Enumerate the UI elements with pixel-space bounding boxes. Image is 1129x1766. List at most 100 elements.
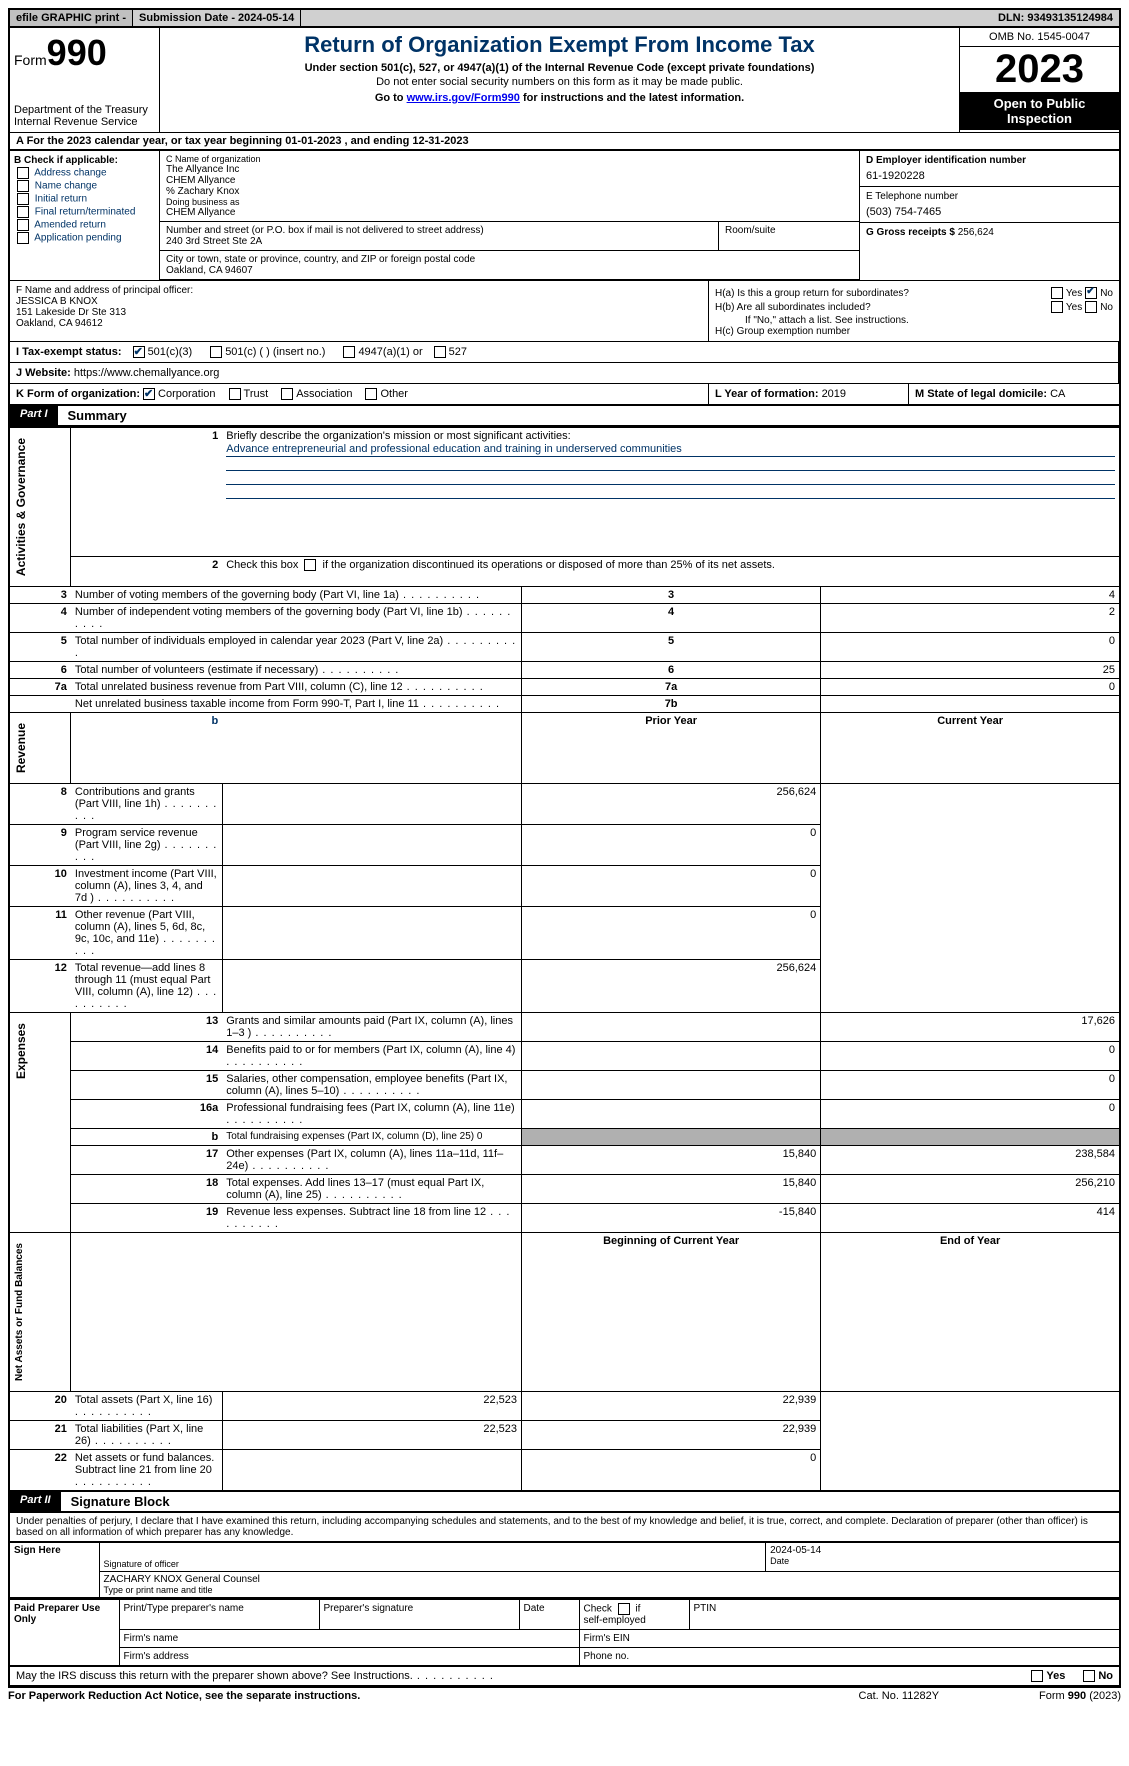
officer-addr2: Oakland, CA 94612 (16, 318, 702, 329)
section-j: J Website: https://www.chemallyance.org (10, 363, 1119, 383)
perjury-note: Under penalties of perjury, I declare th… (8, 1513, 1121, 1541)
chk-self-employed[interactable] (618, 1603, 630, 1615)
table-row: 8Contributions and grants (Part VIII, li… (9, 784, 1120, 825)
table-row: 21Total liabilities (Part X, line 26)22,… (9, 1421, 1120, 1450)
firm-addr-label: Firm's address (119, 1648, 579, 1667)
chk-discontinued[interactable] (304, 559, 316, 571)
section-h: H(a) Is this a group return for subordin… (709, 281, 1119, 341)
i-501c[interactable] (210, 346, 222, 358)
table-row: 4Number of independent voting members of… (9, 604, 1120, 633)
section-g: G Gross receipts $ 256,624 (860, 223, 1119, 242)
chk-amended[interactable]: Amended return (14, 219, 155, 231)
beg-year-hdr: Beginning of Current Year (521, 1233, 820, 1392)
goto-line: Go to www.irs.gov/Form990 for instructio… (164, 92, 955, 104)
k-assoc[interactable] (281, 388, 293, 400)
org-name-2: CHEM Allyance (166, 175, 853, 186)
table-row: 16aProfessional fundraising fees (Part I… (9, 1100, 1120, 1129)
ssn-note: Do not enter social security numbers on … (164, 76, 955, 88)
prior-year-hdr: Prior Year (521, 713, 820, 784)
signature-table: Sign Here Signature of officer 2024-05-1… (8, 1541, 1121, 1599)
chk-address-change[interactable]: Address change (14, 167, 155, 179)
i-501c3[interactable] (133, 346, 145, 358)
ha-yes[interactable] (1051, 287, 1063, 299)
gross-receipts: 256,624 (958, 227, 994, 238)
table-row: bTotal fundraising expenses (Part IX, co… (9, 1129, 1120, 1146)
section-i: I Tax-exempt status: 501(c)(3) 501(c) ( … (10, 342, 1119, 362)
k-other[interactable] (365, 388, 377, 400)
ha-no[interactable] (1085, 287, 1097, 299)
section-d: D Employer identification number 61-1920… (860, 151, 1119, 187)
table-row: 19Revenue less expenses. Subtract line 1… (9, 1204, 1120, 1233)
officer-addr1: 151 Lakeside Dr Ste 313 (16, 307, 702, 318)
sign-here-label: Sign Here (9, 1542, 99, 1598)
preparer-table: Paid Preparer Use Only Print/Type prepar… (8, 1599, 1121, 1667)
i-527[interactable] (434, 346, 446, 358)
table-row: 18Total expenses. Add lines 13–17 (must … (9, 1175, 1120, 1204)
form-ref: Form 990 (2023) (1039, 1690, 1121, 1702)
phone: (503) 754-7465 (866, 206, 1113, 218)
current-year-hdr: Current Year (821, 713, 1120, 784)
section-e: E Telephone number (503) 754-7465 (860, 187, 1119, 223)
form990-link[interactable]: www.irs.gov/Form990 (407, 92, 520, 104)
summary-table: Activities & Governance 1 Briefly descri… (8, 427, 1121, 1492)
omb-number: OMB No. 1545-0047 (960, 28, 1119, 47)
tax-year: 2023 (960, 47, 1119, 92)
dln: DLN: 93493135124984 (992, 10, 1119, 26)
table-row: Expenses13Grants and similar amounts pai… (9, 1013, 1120, 1042)
cat-no: Cat. No. 11282Y (859, 1690, 940, 1702)
line-2: Check this box Check this box if the org… (222, 557, 1120, 587)
efile-button[interactable]: efile GRAPHIC print - (10, 10, 133, 26)
firm-name-label: Firm's name (119, 1630, 579, 1648)
table-row: 22Net assets or fund balances. Subtract … (9, 1450, 1120, 1492)
k-trust[interactable] (229, 388, 241, 400)
ptin-label: PTIN (689, 1600, 1120, 1630)
org-name-3: % Zachary Knox (166, 186, 853, 197)
table-row: Net unrelated business taxable income fr… (9, 696, 1120, 713)
chk-app-pending[interactable]: Application pending (14, 232, 155, 244)
table-row: 15Salaries, other compensation, employee… (9, 1071, 1120, 1100)
org-name-1: The Allyance Inc (166, 164, 853, 175)
chk-name-change[interactable]: Name change (14, 180, 155, 192)
dba: CHEM Allyance (166, 207, 853, 218)
part1-title: Summary (58, 406, 137, 425)
form-990-page: efile GRAPHIC print - Submission Date - … (0, 0, 1129, 1710)
section-a: A For the 2023 calendar year, or tax yea… (8, 132, 1121, 151)
hb-yes[interactable] (1051, 301, 1063, 313)
table-row: 14Benefits paid to or for members (Part … (9, 1042, 1120, 1071)
i-4947[interactable] (343, 346, 355, 358)
form-prefix: Form (14, 52, 47, 68)
table-row: 3Number of voting members of the governi… (9, 587, 1120, 604)
chk-initial-return[interactable]: Initial return (14, 193, 155, 205)
k-corp[interactable] (143, 388, 155, 400)
paperwork-notice: For Paperwork Reduction Act Notice, see … (8, 1690, 859, 1702)
firm-ein-label: Firm's EIN (579, 1630, 1120, 1648)
form-number: Form990 (14, 32, 155, 74)
hb-label: H(b) Are all subordinates included? (715, 302, 1048, 313)
vtab-revenue: Revenue (14, 715, 28, 781)
domicile: CA (1050, 388, 1065, 400)
discuss-yes[interactable] (1031, 1670, 1043, 1682)
chk-final-return[interactable]: Final return/terminated (14, 206, 155, 218)
irs-discuss-row: May the IRS discuss this return with the… (8, 1667, 1121, 1686)
section-l: L Year of formation: 2019 (709, 384, 909, 404)
sig-officer-label: Signature of officer (104, 1559, 762, 1569)
prep-name-label: Print/Type preparer's name (119, 1600, 319, 1630)
hb-no[interactable] (1085, 301, 1097, 313)
part1-tag: Part I (10, 406, 58, 425)
table-row: 6Total number of volunteers (estimate if… (9, 662, 1120, 679)
top-bar: efile GRAPHIC print - Submission Date - … (8, 8, 1121, 28)
dept-treasury: Department of the Treasury (14, 104, 155, 116)
form-header: Form990 Department of the Treasury Inter… (8, 28, 1121, 132)
city: Oakland, CA 94607 (166, 265, 853, 276)
website: https://www.chemallyance.org (74, 367, 220, 379)
vtab-governance: Activities & Governance (14, 430, 28, 584)
section-m: M State of legal domicile: CA (909, 384, 1119, 404)
form-990-num: 990 (47, 32, 107, 73)
fh-row: F Name and address of principal officer:… (8, 281, 1121, 342)
klm-row: K Form of organization: Corporation Trus… (8, 384, 1121, 406)
table-row: 12Total revenue—add lines 8 through 11 (… (9, 960, 1120, 1013)
year-formation: 2019 (822, 388, 846, 400)
table-row: 7aTotal unrelated business revenue from … (9, 679, 1120, 696)
discuss-no[interactable] (1083, 1670, 1095, 1682)
sig-date: 2024-05-14 (770, 1545, 1115, 1556)
